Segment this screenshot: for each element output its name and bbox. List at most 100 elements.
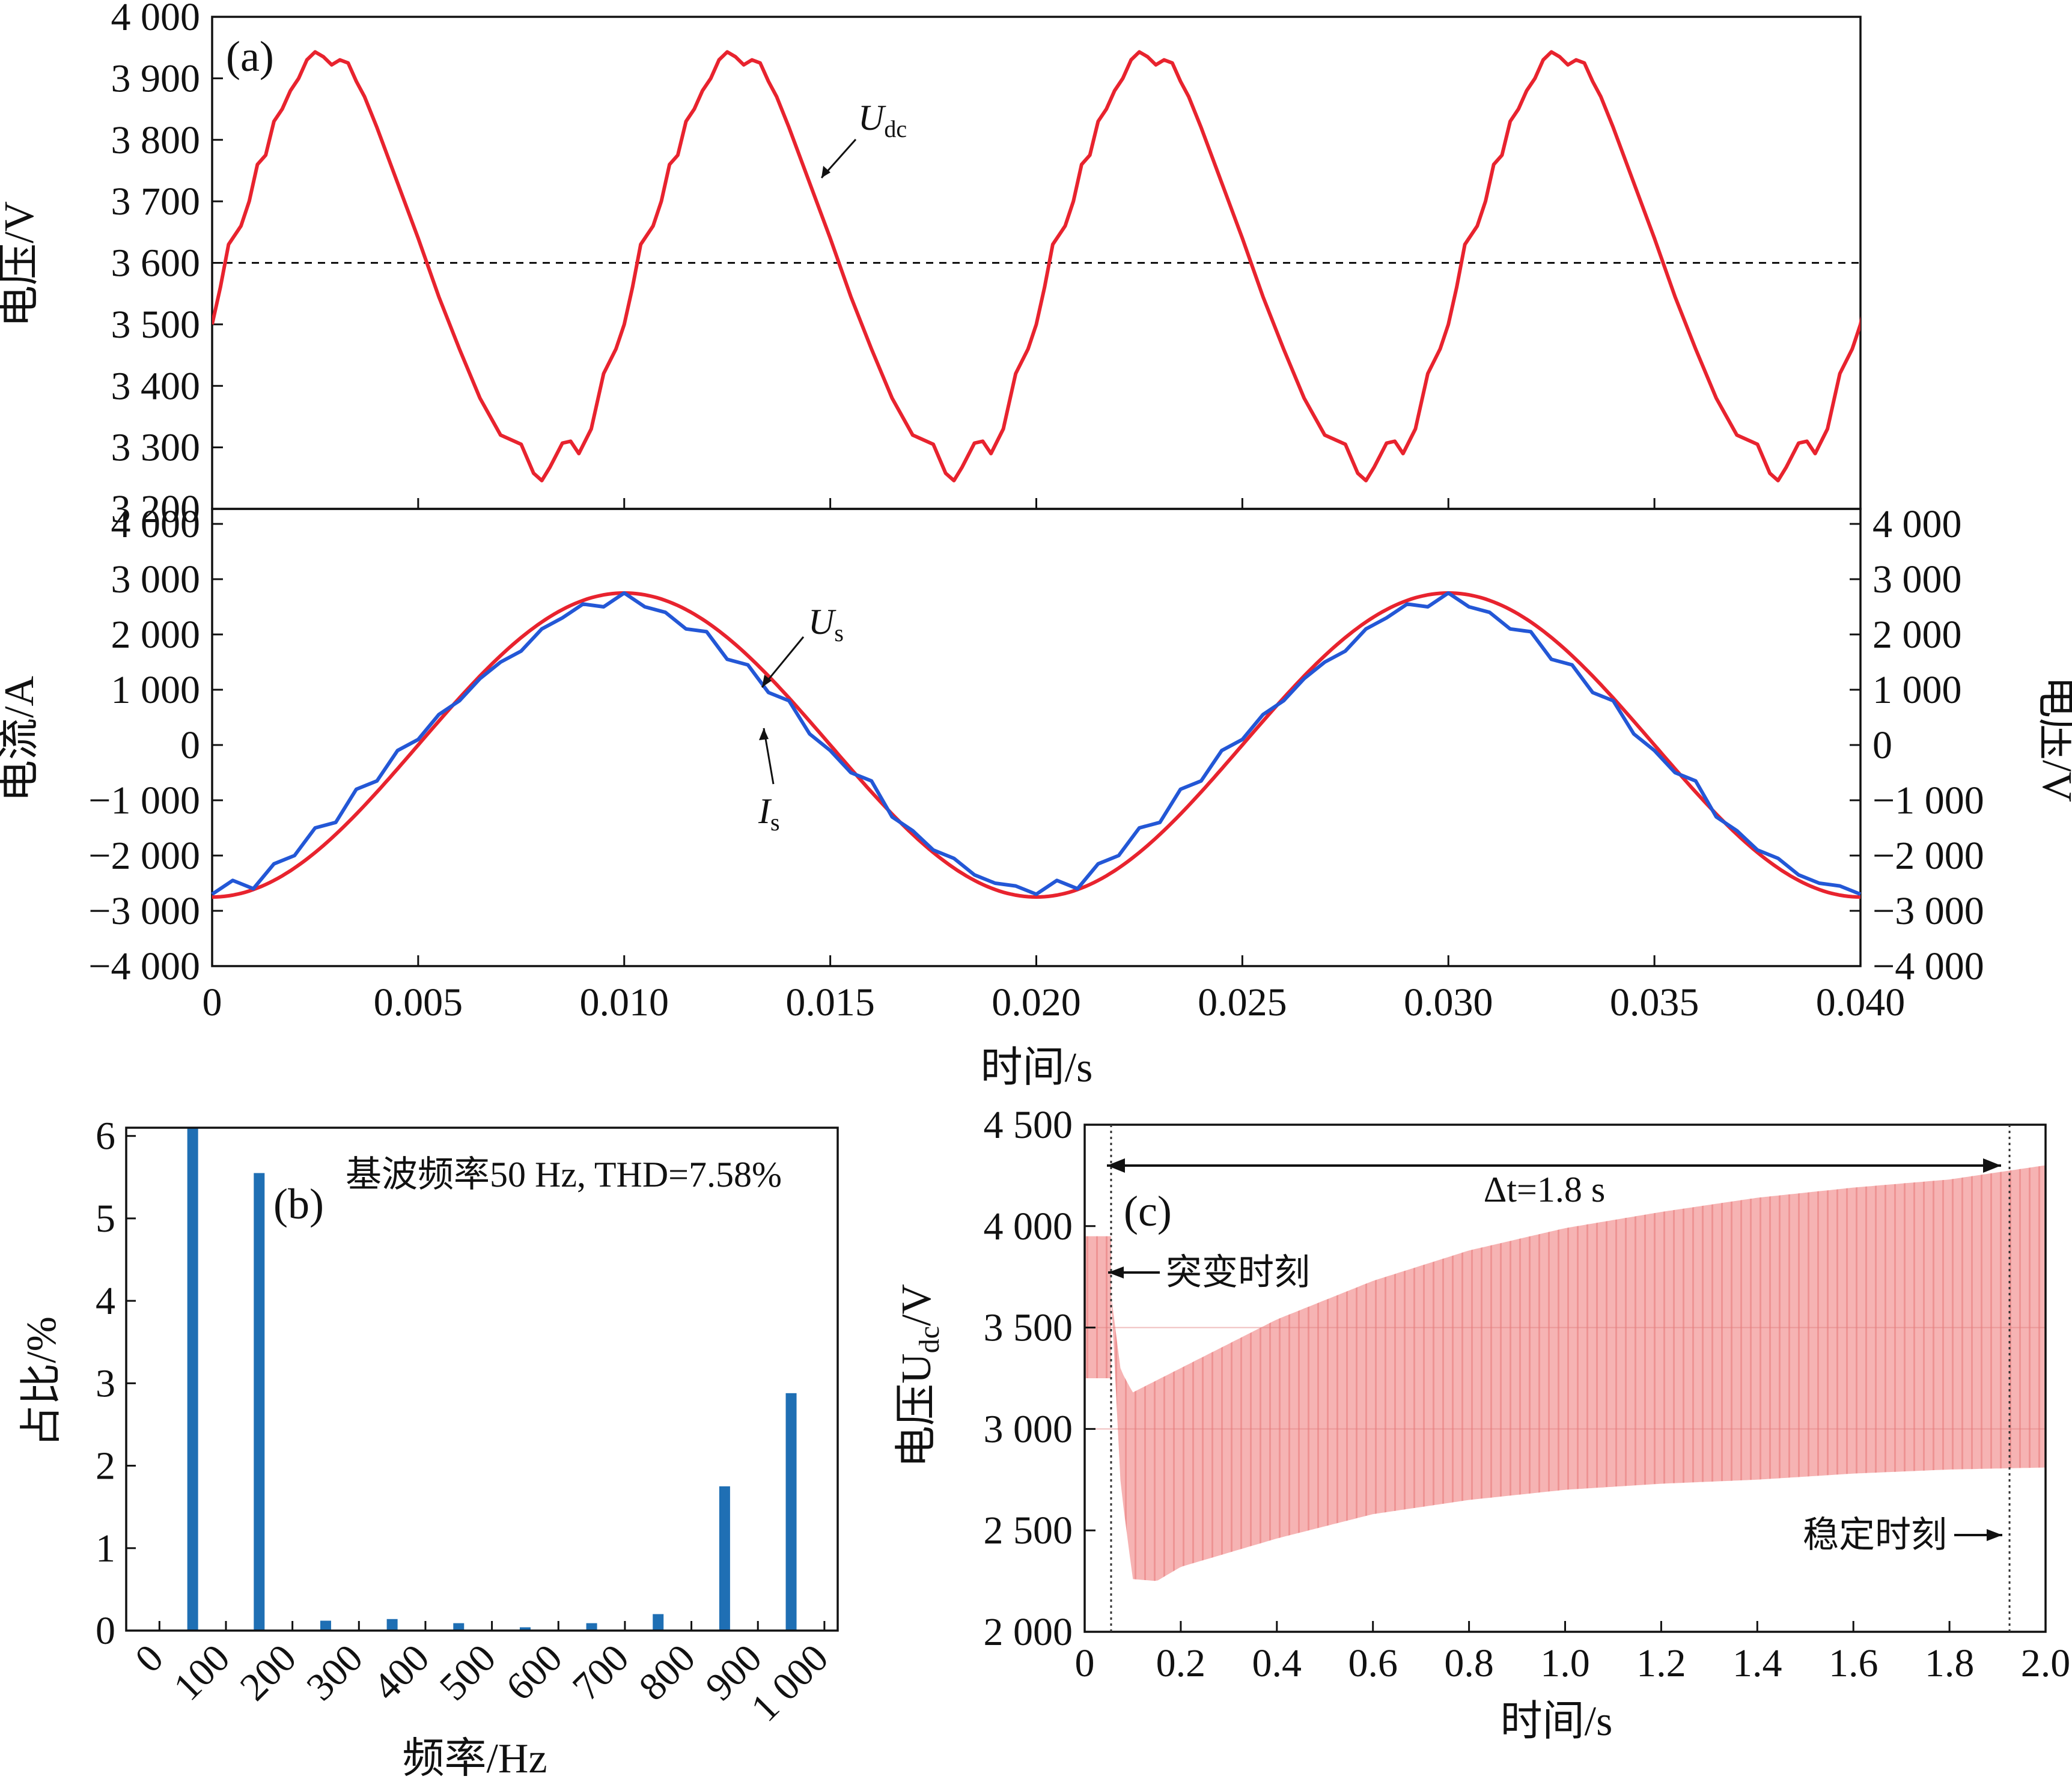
x-tick-label: 0.030	[1404, 981, 1493, 1024]
y-tick-label: 3 000	[984, 1407, 1073, 1451]
y-tick-label-right: 4 000	[1872, 502, 1962, 546]
bar-450hz	[453, 1623, 465, 1631]
panel-b-y-ticks: 0 1 2 3 4 5 6	[96, 1114, 136, 1653]
x-tick-label: 800	[631, 1636, 704, 1709]
stable-arrow-head	[1987, 1529, 2002, 1541]
y-tick-label: −3 000	[88, 889, 200, 933]
us-label-main: U	[808, 602, 836, 642]
y-tick-label: 3 700	[111, 180, 201, 224]
panel-a2-y-axis-label-right: 电压/V	[2034, 676, 2072, 802]
x-tick-label: 0.015	[785, 981, 875, 1024]
delta-t-arrow-left	[1107, 1158, 1125, 1173]
panel-b-x-axis-label: 频率/Hz	[402, 1736, 547, 1782]
y-tick-label: 3 500	[111, 303, 201, 347]
y-tick-label: 3 300	[111, 426, 201, 470]
y-tick-label-right: −2 000	[1872, 834, 1984, 878]
x-tick-label: 1 000	[743, 1636, 837, 1730]
panel-b-y-axis-label: 占比/%	[19, 1316, 65, 1447]
us-label-sub: s	[834, 619, 844, 646]
panel-b-title: 基波频率50 Hz, THD=7.58%	[346, 1155, 782, 1194]
y-tick-label-right: 0	[1872, 723, 1892, 767]
is-label: Is	[758, 791, 780, 836]
panel-a-x-tick-marks	[211, 498, 1862, 509]
panel-b-label: (b)	[273, 1180, 324, 1228]
bar-250hz	[320, 1620, 331, 1631]
y-tick-label: 4 500	[984, 1103, 1073, 1147]
y-tick-label: −1 000	[88, 779, 200, 823]
band-before-event	[1085, 1236, 1111, 1378]
panel-a-voltage-chart: 3 200 3 300 3 400 3 500 3 600 3 700 3 800 3 900…	[0, 0, 1862, 531]
panel-a-y-axis-label: 电压/V	[0, 201, 43, 327]
x-tick-label: 2.0	[2021, 1641, 2071, 1685]
panel-a2-y-ticks-left: −4 000 −3 000 −2 000 −1 000 0 1 000 2 000 3 000…	[88, 502, 223, 988]
panel-c-y-ticks: 2 000 2 500 3 000 3 500 4 000 4 500	[984, 1103, 1095, 1654]
y-tick-label: 2 500	[984, 1509, 1073, 1552]
series-udc-line	[212, 50, 1860, 482]
panel-b-bars	[187, 1128, 797, 1631]
bar-350hz	[386, 1619, 398, 1631]
is-label-sub: s	[770, 809, 780, 836]
y-tick-label: 4 000	[111, 0, 201, 39]
panel-a2-y-ticks-right: −4 000 −3 000 −2 000 −1 000 0 1 000 2 000 3 000…	[1850, 502, 1984, 988]
x-tick-label: 0.2	[1156, 1641, 1206, 1685]
stable-time-annotation: 稳定时刻	[1803, 1515, 2002, 1555]
y-tick-label: −4 000	[88, 944, 200, 988]
y-tick-label: 3 800	[111, 118, 201, 162]
y-tick-label-right: −4 000	[1872, 944, 1984, 988]
delta-t-label: Δt=1.8 s	[1484, 1170, 1605, 1209]
x-tick-label: 700	[564, 1636, 638, 1709]
udc-arrow-head	[821, 166, 830, 178]
event-arrow-head	[1108, 1266, 1124, 1279]
us-label: Us	[808, 602, 844, 646]
panel-c-gridlines	[1085, 1327, 2046, 1430]
y-tick-label: 4 000	[111, 502, 201, 546]
x-tick-label: 0.025	[1198, 981, 1287, 1024]
y-tick-label: 2 000	[984, 1610, 1073, 1654]
event-time-annotation: 突变时刻	[1108, 1253, 1310, 1292]
panel-c-y-label-sub: dc	[913, 1326, 945, 1353]
y-tick-label: 2	[96, 1444, 115, 1488]
us-arrow-head	[762, 675, 772, 687]
udc-label-sub: dc	[884, 115, 907, 142]
bar-650hz	[586, 1623, 597, 1631]
udc-label: Udc	[858, 98, 907, 142]
y-tick-label-right: 2 000	[1872, 613, 1962, 657]
y-tick-label: 3 000	[111, 558, 201, 601]
panel-b-frame	[125, 1127, 839, 1632]
y-tick-label-right: 3 000	[1872, 558, 1962, 601]
y-tick-label: 3 400	[111, 364, 201, 408]
y-tick-label: −2 000	[88, 834, 200, 878]
x-tick-label: 300	[298, 1636, 371, 1709]
band-after-event	[1111, 1165, 2046, 1581]
x-tick-label: 1.4	[1732, 1641, 1782, 1685]
x-tick-label: 0.020	[992, 981, 1081, 1024]
x-tick-label: 1.6	[1829, 1641, 1879, 1685]
bar-150hz	[254, 1173, 265, 1631]
x-tick-label: 600	[498, 1636, 571, 1709]
x-tick-label: 0.4	[1252, 1641, 1302, 1685]
bar-50hz	[187, 1128, 198, 1631]
panel-a-y-ticks: 3 200 3 300 3 400 3 500 3 600 3 700 3 800 3 900…	[111, 0, 223, 531]
series-us-line	[212, 591, 1861, 899]
y-tick-label: 4	[96, 1279, 115, 1323]
y-tick-label: 4 000	[984, 1205, 1073, 1248]
y-tick-label: 3 500	[984, 1306, 1073, 1350]
y-tick-label: 6	[96, 1114, 115, 1158]
event-time-label: 突变时刻	[1166, 1253, 1310, 1292]
x-tick-label: 0.6	[1348, 1641, 1398, 1685]
y-tick-label-right: −3 000	[1872, 889, 1984, 933]
x-tick-label: 0	[1075, 1641, 1095, 1685]
panel-c-y-label-suffix: /V	[894, 1284, 940, 1326]
y-tick-label: 1	[96, 1527, 115, 1571]
y-tick-label: 1 000	[111, 668, 201, 712]
y-tick-label: 0	[180, 723, 200, 767]
delta-t-arrow-right	[1983, 1158, 2001, 1173]
is-arrow-head	[759, 728, 769, 740]
panel-c-y-axis-label: 电压Udc/V	[894, 1284, 945, 1468]
panel-a-label: (a)	[226, 32, 274, 81]
y-tick-label: 3 600	[111, 242, 201, 285]
x-tick-label: 0.005	[374, 981, 463, 1024]
x-tick-label: 100	[165, 1636, 239, 1709]
